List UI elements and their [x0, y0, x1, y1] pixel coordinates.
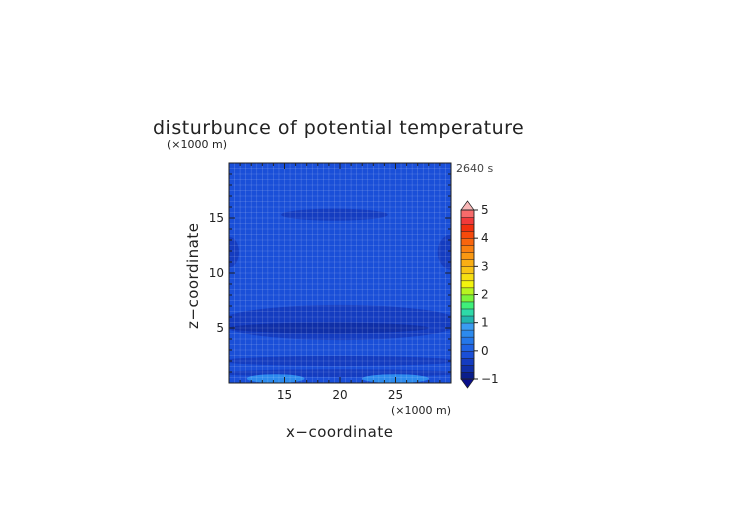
field-patch-4: [229, 322, 429, 334]
colorbar-segment: [460, 294, 475, 303]
y-tick-label: 5: [216, 321, 224, 335]
colorbar-segment: [460, 343, 475, 352]
x-tick-label: 25: [388, 388, 403, 402]
y-tick-label: 10: [209, 266, 224, 280]
y-axis-label: z−coordinate: [184, 223, 202, 329]
field-patch-2: [437, 234, 451, 270]
colorbar-segment: [460, 252, 475, 260]
colorbar-over-triangle: [460, 200, 475, 211]
colorbar-segment: [460, 329, 475, 338]
field-background: [229, 163, 451, 383]
colorbar-segment: [460, 371, 475, 380]
field-patch-0: [281, 208, 388, 221]
field-patch-5: [229, 356, 451, 366]
colorbar-segment: [460, 336, 475, 345]
colorbar-tick-label: −1: [481, 372, 499, 386]
field-patch-7: [246, 374, 305, 383]
colorbar-tick-label: 0: [481, 344, 489, 358]
colorbar-segment: [460, 357, 475, 366]
field-patch-1: [229, 236, 239, 268]
time-label: 2640 s: [456, 162, 493, 175]
colorbar-tick-label: 4: [481, 231, 489, 245]
x-ticks: 15 20 25: [239, 163, 441, 402]
x-axis-unit: (×1000 m): [391, 404, 451, 417]
y-axis-unit: (×1000 m): [167, 138, 227, 151]
chart-title: disturbunce of potential temperature: [153, 117, 524, 139]
colorbar-segment: [460, 223, 475, 232]
colorbar-segment: [460, 237, 475, 246]
colorbar-segment: [460, 259, 475, 267]
x-tick-label: 20: [332, 388, 347, 402]
colorbar-segment: [460, 308, 475, 317]
colorbar-segment: [460, 266, 475, 275]
colorbar-segment: [460, 287, 475, 296]
field-patches: [229, 208, 451, 383]
y-ticks: 5 10 15: [209, 173, 451, 373]
y-tick-label: 15: [209, 211, 224, 225]
colorbar-segment: [460, 244, 475, 253]
colorbar-segment: [460, 230, 475, 239]
colorbar-tick-label: 2: [481, 288, 489, 302]
colorbar-tick-label: 1: [481, 316, 489, 330]
colorbar-segment: [460, 315, 475, 324]
grid-lines: [229, 163, 451, 383]
colorbar-segment: [460, 364, 475, 373]
colorbar-segment: [460, 301, 475, 310]
colorbar-segment: [460, 350, 475, 359]
colorbar: 5 4 3 2 1 0 −1: [460, 200, 499, 389]
colorbar-segment: [460, 216, 475, 225]
colorbar-segment: [460, 280, 475, 289]
colorbar-under-triangle: [460, 378, 475, 389]
x-axis-label: x−coordinate: [286, 423, 393, 441]
colorbar-segment: [460, 209, 475, 218]
colorbar-segment: [460, 273, 475, 282]
colorbar-tick-label: 5: [481, 203, 489, 217]
x-tick-label: 15: [277, 388, 292, 402]
colorbar-segment: [460, 322, 475, 331]
colorbar-tick-label: 3: [481, 259, 489, 273]
heatmap-field: [229, 163, 451, 383]
